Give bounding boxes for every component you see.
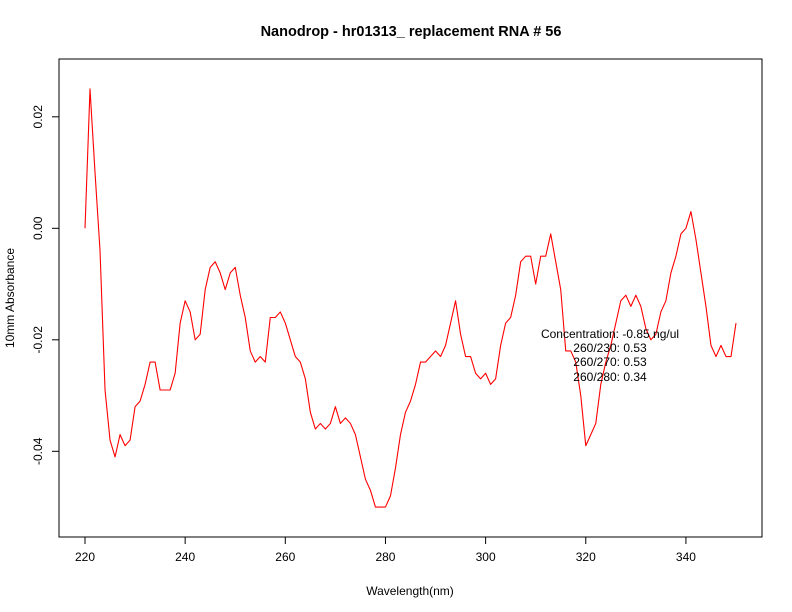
x-tick-label: 300	[476, 550, 496, 564]
x-tick-label: 280	[375, 550, 395, 564]
y-tick-label: 0.00	[31, 216, 45, 240]
annotation-ratio-260-230: 260/230: 0.53	[573, 341, 647, 355]
x-axis: 220 240 260 280 300 320 340	[75, 536, 696, 564]
annotation-ratio-260-280: 260/280: 0.34	[573, 370, 647, 384]
x-tick-label: 340	[676, 550, 696, 564]
plot-frame	[58, 58, 763, 538]
y-tick-label: -0.04	[31, 437, 45, 465]
absorbance-series-line	[84, 88, 737, 508]
x-tick-label: 320	[576, 550, 596, 564]
chart-title: Nanodrop - hr01313_ replacement RNA # 56	[261, 24, 562, 40]
y-axis: -0.04 -0.02 0.00 0.02	[31, 105, 60, 465]
y-tick-label: -0.02	[31, 326, 45, 354]
concentration-annotation: Concentration: -0.85 ng/ul 260/230: 0.53…	[541, 327, 679, 384]
x-axis-label: Wavelength(nm)	[366, 584, 454, 598]
x-tick-label: 240	[175, 550, 195, 564]
annotation-concentration: Concentration: -0.85 ng/ul	[541, 327, 679, 341]
annotation-ratio-260-270: 260/270: 0.53	[573, 355, 647, 369]
y-tick-label: 0.02	[31, 105, 45, 129]
x-tick-label: 220	[75, 550, 95, 564]
x-tick-label: 260	[275, 550, 295, 564]
y-axis-label: 10mm Absorbance	[3, 248, 17, 348]
